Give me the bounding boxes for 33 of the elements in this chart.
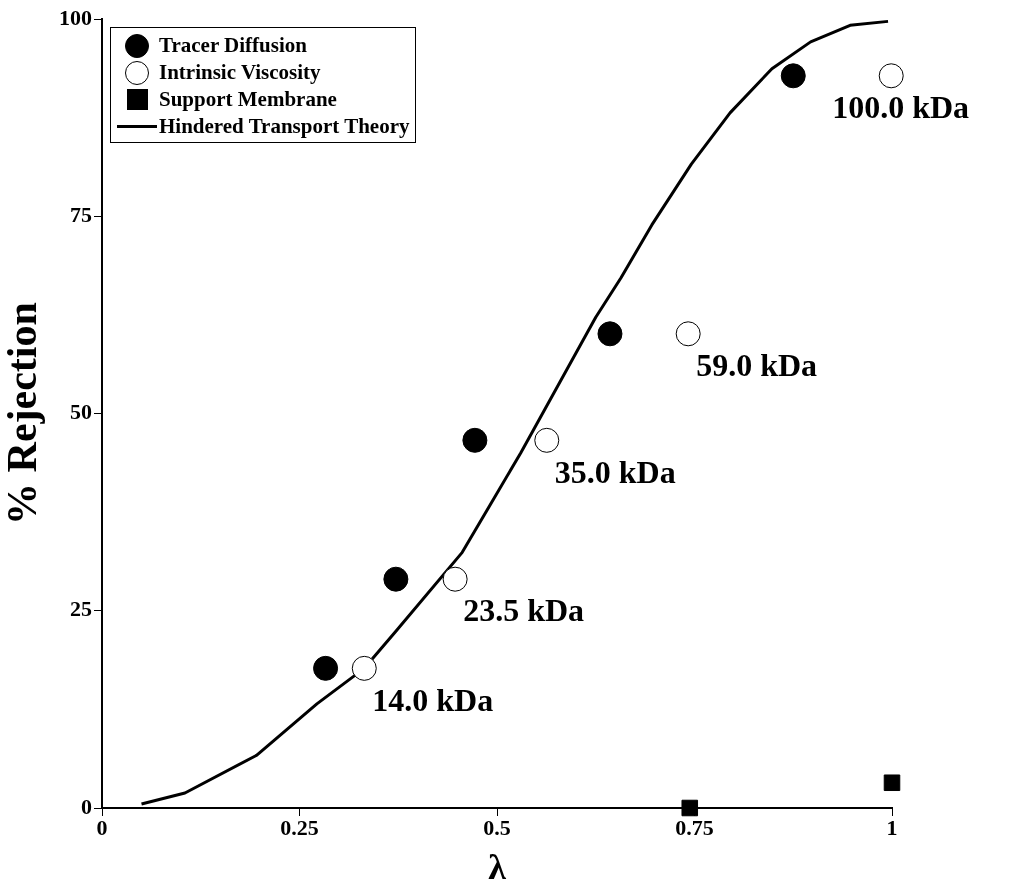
point [681,799,699,817]
y-tick-label: 0 [81,793,92,819]
annotation: 35.0 kDa [554,453,676,490]
x-tick-label: 0.5 [483,814,511,840]
legend-label: Intrinsic Viscosity [159,59,321,86]
annotation: 59.0 kDa [696,347,818,384]
point [383,566,409,592]
annotation: 23.5 kDa [463,592,585,629]
x-tick-label: 0.75 [675,814,714,840]
y-tick-label: 50 [70,399,92,425]
annotation: 14.0 kDa [372,681,494,718]
x-tick-label: 0.25 [280,814,319,840]
point [351,655,377,681]
legend-label: Tracer Diffusion [159,32,307,59]
point [878,63,904,89]
point [780,63,806,89]
point [883,774,901,792]
y-tick-label: 100 [59,4,92,30]
annotation: 100.0 kDa [832,89,970,126]
legend-label: Support Membrane [159,86,337,113]
y-axis-title: % Rejection [0,302,46,525]
y-tick-label: 75 [70,201,92,227]
point [675,321,701,347]
x-axis-title: λ [488,846,507,887]
point [534,427,560,453]
x-tick-label: 1 [886,814,898,840]
x-tick-label: 0 [96,814,108,840]
point [442,566,468,592]
point [597,321,623,347]
point [313,655,339,681]
legend-label: Hindered Transport Theory [159,113,410,140]
y-tick-label: 25 [70,596,92,622]
point [462,427,488,453]
